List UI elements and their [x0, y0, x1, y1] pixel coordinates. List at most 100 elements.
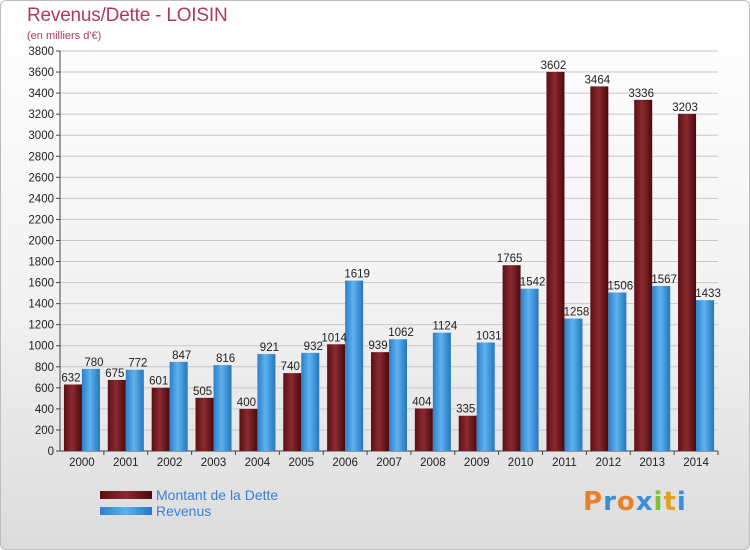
y-tick-label: 1200: [28, 320, 54, 332]
data-label-revenue: 1542: [520, 277, 546, 289]
data-label-revenue: 1124: [432, 321, 457, 333]
data-label-revenue: 1031: [476, 330, 502, 342]
bar-revenue: [608, 292, 627, 451]
data-label-debt: 505: [193, 386, 212, 398]
chart-title: Revenus/Dette - LOISIN: [27, 5, 228, 26]
bar-debt: [678, 113, 697, 451]
bar-debt: [634, 99, 653, 451]
data-label-revenue: 1567: [651, 274, 677, 286]
x-tick-label: 2010: [508, 457, 534, 469]
bar-revenue: [81, 368, 100, 451]
data-label-revenue: 921: [260, 342, 279, 354]
chart-subtitle: (en milliers d'€): [27, 30, 102, 42]
data-label-debt: 601: [149, 376, 168, 388]
data-label-revenue: 1258: [564, 307, 590, 319]
data-label-debt: 632: [61, 372, 80, 384]
legend-label-debt: Montant de la Dette: [156, 487, 279, 503]
data-label-debt: 675: [105, 368, 124, 380]
data-label-debt: 3464: [585, 74, 611, 86]
x-tick-label: 2003: [201, 457, 227, 469]
y-tick-label: 2200: [28, 214, 54, 226]
data-label-debt: 3602: [541, 60, 567, 72]
x-tick-label: 2004: [245, 457, 271, 469]
x-tick-label: 2000: [69, 457, 95, 469]
x-tick-label: 2011: [552, 457, 577, 469]
x-tick-label: 2014: [683, 457, 709, 469]
data-label-revenue: 847: [172, 350, 191, 362]
bar-revenue: [257, 354, 276, 451]
y-tick-label: 200: [35, 425, 54, 437]
y-tick-label: 800: [35, 362, 54, 374]
logo-letter: P: [583, 487, 604, 517]
x-tick-label: 2001: [113, 457, 139, 469]
logo-letter: r: [603, 487, 617, 517]
data-label-revenue: 772: [128, 358, 147, 370]
bar-debt: [502, 265, 521, 451]
data-label-revenue: 1619: [344, 269, 370, 281]
y-tick-label: 3800: [28, 46, 54, 58]
x-tick-label: 2008: [420, 457, 446, 469]
x-tick-label: 2012: [596, 457, 622, 469]
bar-debt: [239, 408, 258, 451]
data-label-debt: 1014: [321, 332, 347, 344]
y-tick-label: 2400: [28, 193, 54, 205]
y-tick-label: 3000: [28, 130, 54, 142]
bar-debt: [327, 344, 346, 451]
proxiti-logo: Proxiti: [583, 487, 687, 517]
logo-letter: t: [663, 487, 677, 517]
data-label-debt: 939: [368, 340, 387, 352]
bar-debt: [458, 415, 477, 451]
y-tick-label: 400: [35, 404, 54, 416]
bar-debt: [195, 397, 214, 451]
y-tick-label: 3400: [28, 88, 54, 100]
data-label-revenue: 816: [216, 353, 235, 365]
x-tick-label: 2013: [639, 457, 665, 469]
bar-debt: [151, 387, 170, 451]
data-label-revenue: 1062: [388, 327, 414, 339]
data-label-debt: 335: [456, 404, 475, 416]
bar-revenue: [696, 300, 715, 451]
bar-debt: [283, 373, 302, 451]
y-tick-label: 1400: [28, 299, 54, 311]
logo-letter: i: [653, 487, 664, 517]
bar-revenue: [345, 280, 364, 451]
x-tick-label: 2006: [332, 457, 358, 469]
bar-revenue: [432, 332, 451, 451]
x-tick-label: 2007: [376, 457, 402, 469]
y-tick-label: 2600: [28, 172, 54, 184]
data-label-debt: 400: [237, 397, 256, 409]
bar-revenue: [476, 342, 495, 451]
x-tick-label: 2005: [288, 457, 314, 469]
y-tick-label: 1600: [28, 278, 54, 290]
y-tick-label: 600: [35, 383, 54, 395]
data-label-debt: 404: [412, 396, 432, 408]
bar-revenue: [652, 286, 671, 451]
bar-revenue: [520, 288, 539, 451]
bar-revenue: [389, 339, 407, 451]
data-label-debt: 3203: [672, 102, 698, 114]
bar-revenue: [125, 369, 144, 451]
bar-revenue: [169, 361, 188, 451]
logo-letter: o: [616, 487, 636, 517]
y-tick-label: 1000: [28, 341, 54, 353]
bar-revenue: [301, 352, 320, 451]
legend-swatch-revenue: [100, 507, 152, 515]
data-label-debt: 740: [281, 361, 300, 373]
bar-debt: [414, 408, 433, 451]
bar-debt: [107, 379, 126, 451]
y-tick-label: 2000: [28, 235, 54, 247]
bar-debt: [371, 352, 389, 451]
axis-layer: 0 200 400 600 800 1000 1200 1400 1600 1800 2000 220…: [28, 46, 719, 469]
y-tick-label: 2800: [28, 151, 54, 163]
bar-debt: [590, 86, 609, 452]
bar-revenue: [564, 318, 583, 451]
y-tick-label: 3600: [28, 67, 54, 79]
bar-debt: [546, 71, 565, 451]
legend-label-revenue: Revenus: [156, 503, 212, 519]
y-tick-label: 3200: [28, 109, 54, 121]
bar-debt: [63, 384, 82, 451]
data-label-debt: 1765: [497, 253, 523, 265]
